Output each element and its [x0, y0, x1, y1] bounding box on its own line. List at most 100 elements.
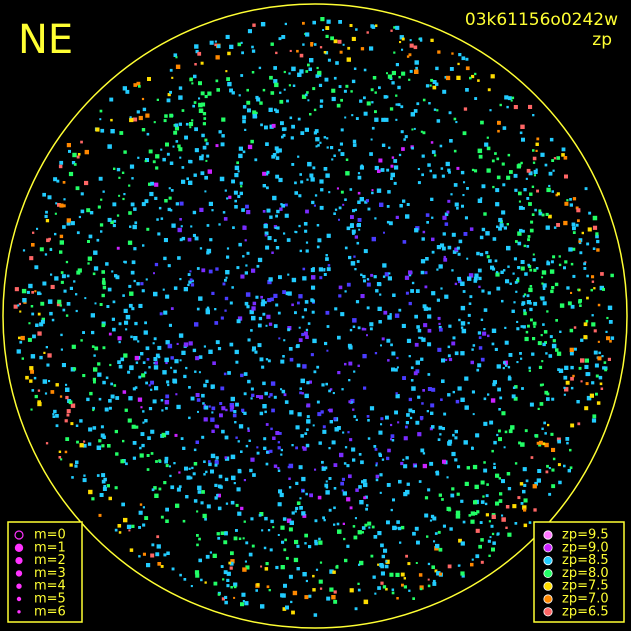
star [519, 482, 524, 486]
star [83, 440, 86, 443]
star [114, 429, 118, 434]
star [470, 511, 475, 516]
star [304, 229, 308, 233]
star [456, 492, 460, 496]
star [516, 277, 520, 280]
star [87, 240, 90, 243]
star [513, 396, 518, 401]
star [473, 279, 478, 283]
star [580, 358, 585, 363]
star [563, 156, 568, 160]
star [82, 331, 85, 334]
star [244, 271, 248, 275]
star [328, 389, 331, 393]
star [385, 587, 388, 591]
star [212, 553, 217, 558]
star [335, 565, 339, 569]
star [262, 210, 266, 213]
star [503, 361, 506, 364]
star [311, 299, 315, 303]
star [454, 247, 459, 252]
star [371, 101, 374, 104]
star [60, 271, 64, 274]
star [331, 595, 336, 600]
star [155, 166, 159, 170]
star [428, 307, 432, 311]
star [226, 197, 229, 200]
star [166, 98, 171, 103]
star [361, 327, 365, 331]
star [439, 144, 443, 148]
star [385, 560, 388, 563]
star [447, 245, 452, 250]
star [352, 209, 356, 213]
star [584, 187, 588, 191]
star [492, 185, 495, 189]
star [325, 486, 329, 489]
star [123, 308, 128, 313]
star [363, 68, 367, 72]
star [454, 429, 458, 434]
star [245, 541, 249, 545]
star [423, 323, 428, 328]
star [522, 207, 525, 210]
star [403, 585, 407, 589]
star [451, 487, 455, 491]
star [118, 531, 122, 534]
star [523, 309, 526, 312]
star [334, 208, 338, 211]
star [165, 507, 169, 512]
star [50, 390, 55, 394]
star [478, 336, 482, 339]
star [430, 38, 434, 42]
star [370, 554, 374, 558]
star [215, 144, 219, 148]
star [395, 215, 399, 219]
star [194, 370, 197, 373]
star [268, 277, 273, 282]
star [308, 380, 312, 384]
star [579, 251, 583, 255]
star [237, 316, 243, 321]
star [262, 404, 267, 409]
star [324, 466, 328, 470]
star [210, 417, 215, 422]
star [231, 286, 234, 289]
star [200, 61, 204, 65]
star [50, 284, 55, 289]
star [221, 117, 226, 122]
star [252, 473, 256, 477]
star [142, 552, 146, 556]
star [450, 493, 455, 498]
star [379, 473, 383, 477]
star [79, 419, 83, 423]
star [98, 439, 102, 443]
star [295, 506, 299, 510]
star [384, 272, 389, 277]
star [219, 413, 223, 418]
star [531, 213, 535, 216]
star [162, 288, 165, 291]
star [563, 266, 566, 270]
star [208, 269, 213, 274]
star [147, 77, 151, 81]
star [422, 452, 426, 455]
star [214, 321, 219, 325]
star [70, 221, 75, 226]
star [486, 255, 490, 259]
star [498, 499, 503, 503]
star [124, 408, 128, 412]
star [422, 463, 427, 469]
star [234, 199, 237, 203]
star [518, 205, 523, 210]
star [112, 224, 116, 228]
star [465, 57, 469, 61]
star [321, 383, 325, 387]
star [328, 508, 332, 512]
star [319, 99, 324, 103]
star [532, 149, 535, 152]
star [34, 290, 37, 293]
star [118, 322, 122, 326]
star [220, 316, 224, 320]
star [439, 572, 442, 576]
